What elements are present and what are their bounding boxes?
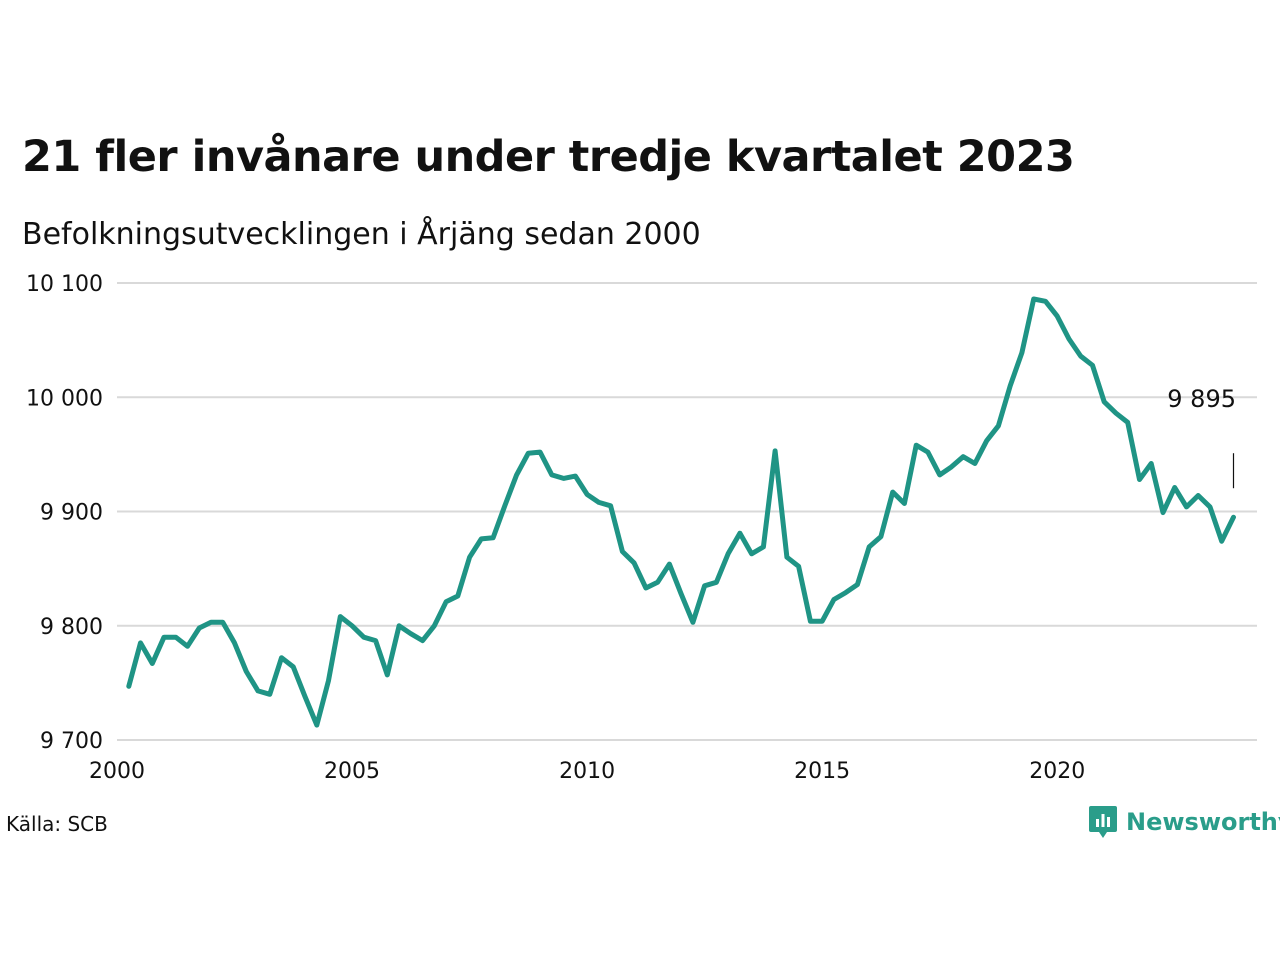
y-axis-tick-labels: 9 700 9 800 9 900 10 000 10 100 — [26, 272, 103, 754]
brand-logo[interactable]: Newsworthy — [1088, 804, 1280, 840]
chart-title: 21 fler invånare under tredje kvartalet … — [22, 132, 1075, 182]
x-tick-label: 2005 — [324, 759, 380, 784]
x-tick-label: 2020 — [1029, 759, 1085, 784]
x-axis-tick-labels: 2000 2005 2010 2015 2020 — [89, 759, 1085, 784]
gridlines — [117, 282, 1257, 741]
x-tick-label: 2010 — [559, 759, 615, 784]
source-label: Källa: SCB — [6, 812, 108, 836]
series-line — [126, 296, 1236, 728]
x-tick-label: 2000 — [89, 759, 145, 784]
y-tick-label: 10 100 — [26, 272, 103, 297]
bar-chart-logo-icon — [1089, 806, 1117, 838]
y-tick-label: 9 800 — [40, 615, 103, 640]
x-tick-label: 2015 — [794, 759, 850, 784]
annotation-label: 9 895 — [1167, 385, 1236, 413]
annotation-group: 9 895 — [1167, 385, 1236, 489]
y-tick-label: 10 000 — [26, 386, 103, 411]
series-group — [126, 296, 1236, 728]
chart-subtitle: Befolkningsutvecklingen i Årjäng sedan 2… — [22, 217, 701, 252]
brand-name: Newsworthy — [1126, 808, 1280, 836]
y-tick-label: 9 900 — [40, 501, 103, 526]
y-tick-label: 9 700 — [40, 729, 103, 754]
